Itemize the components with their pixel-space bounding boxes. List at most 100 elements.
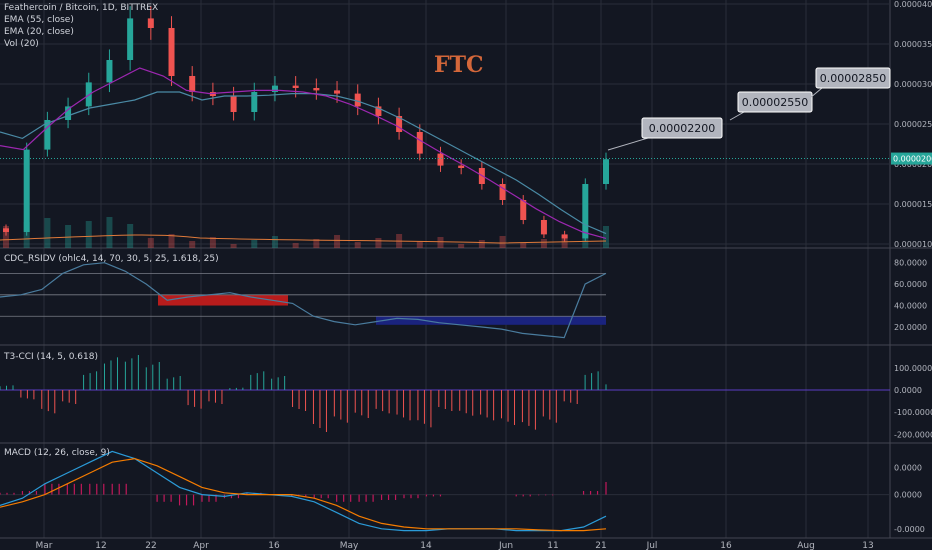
- rsi-y-tick-label: 80.0000: [894, 259, 927, 268]
- candle-body: [561, 234, 568, 239]
- callout-text: 0.00002550: [742, 96, 808, 109]
- volume-bar: [271, 236, 278, 248]
- volume-bar: [478, 240, 485, 248]
- y-tick-label: 0.00001500: [894, 200, 932, 209]
- volume-bar: [44, 218, 51, 248]
- candle-body: [168, 28, 175, 76]
- cci-y-tick-label: -100.0000: [894, 408, 932, 417]
- last-price-label: 0.00002068: [893, 155, 932, 164]
- volume-bar: [168, 234, 175, 248]
- legend-volume[interactable]: Vol (20): [4, 39, 39, 49]
- candle-body: [189, 76, 196, 92]
- macd-line: [0, 450, 607, 532]
- indicator-panels: [0, 262, 890, 532]
- volume-bar: [189, 241, 196, 248]
- x-tick-label: Mar: [36, 541, 53, 550]
- rsi-low-zone: [376, 316, 606, 325]
- volume-bar: [354, 242, 361, 248]
- callout-text: 0.00002200: [649, 122, 715, 135]
- candle-body: [354, 93, 361, 107]
- candle-body: [375, 106, 382, 116]
- volume-bar: [334, 235, 341, 248]
- volume-bar: [603, 226, 609, 248]
- rsi-y-tick-label: 40.0000: [894, 302, 927, 311]
- y-tick-label: 0.00003000: [894, 80, 932, 89]
- volume-bar: [106, 217, 113, 248]
- main-legend: Feathercoin / Bitcoin, 1D, BITTREX EMA (…: [4, 2, 158, 50]
- cci-panel-title[interactable]: T3-CCI (14, 5, 0.618): [4, 352, 98, 362]
- candle-body: [209, 92, 216, 96]
- candle-body: [127, 18, 134, 60]
- ema55-line: [0, 91, 607, 235]
- x-tick-label: Jun: [498, 541, 513, 550]
- signal-line: [0, 457, 607, 532]
- candle-body: [3, 228, 9, 232]
- cci-y-tick-label: 0.0000: [894, 386, 922, 395]
- ema-overlays: [0, 67, 890, 244]
- volume-bar: [3, 226, 9, 248]
- callout-pointer: [809, 87, 823, 99]
- x-tick-label: Apr: [193, 541, 209, 550]
- x-tick-label: Aug: [797, 541, 815, 550]
- volume-bar: [499, 236, 506, 248]
- x-tick-label: 16: [720, 541, 732, 550]
- candle-body: [313, 88, 320, 91]
- rsi-y-tick-label: 20.0000: [894, 323, 927, 332]
- volume-bar: [209, 237, 216, 248]
- x-tick-label: 13: [862, 541, 873, 550]
- y-tick-label: 0.00001000: [894, 240, 932, 249]
- legend-ema20[interactable]: EMA (20, close): [4, 27, 74, 37]
- cci-y-tick-label: 100.0000: [894, 364, 932, 373]
- x-tick-label: 21: [595, 541, 606, 550]
- callout-box: [737, 91, 813, 113]
- ftc-watermark: FTC: [434, 52, 484, 78]
- volume-bar: [251, 240, 258, 248]
- candle-body: [251, 92, 258, 112]
- volume-bar: [127, 224, 134, 248]
- volume-bar: [65, 225, 72, 248]
- price-axes: 0.00004000 0.00003500 0.00003000 0.00002500…: [891, 0, 932, 534]
- rsi-panel-title[interactable]: CDC_RSIDV (ohlc4, 14, 70, 30, 5, 25, 1.6…: [4, 254, 219, 264]
- candle-body: [603, 159, 609, 184]
- candle-body: [520, 200, 527, 220]
- macd-panel-title[interactable]: MACD (12, 26, close, 9): [4, 448, 110, 458]
- last-price-tag: [891, 152, 932, 165]
- callout-pointer: [729, 111, 745, 121]
- volume-bar: [313, 239, 320, 248]
- symbol-title[interactable]: Feathercoin / Bitcoin, 1D, BITTREX: [4, 3, 159, 13]
- x-tick-label: 22: [145, 541, 156, 550]
- candle-body: [334, 90, 341, 94]
- macd-y-tick-label: -0.0000: [894, 525, 925, 534]
- rsi-y-tick-label: 60.0000: [894, 280, 927, 289]
- x-tick-label: 16: [268, 541, 280, 550]
- volume-bar: [540, 239, 547, 248]
- ema20-line: [0, 67, 607, 239]
- volume-bar: [458, 244, 465, 248]
- x-tick-label: May: [340, 541, 359, 550]
- callout-pointer: [607, 137, 649, 151]
- volume-bar: [416, 241, 423, 248]
- volume-ma-line: [0, 234, 607, 244]
- y-tick-label: 0.00002500: [894, 120, 932, 129]
- cci-y-tick-label: -200.0000: [894, 430, 932, 439]
- candle-body: [292, 85, 299, 88]
- candle-body: [416, 132, 423, 154]
- volume-bar: [85, 221, 92, 248]
- rsi-high-zone: [158, 294, 288, 306]
- candle-body: [65, 106, 72, 120]
- rsi-line: [0, 262, 607, 339]
- candle-body: [396, 116, 403, 132]
- candle-body: [147, 18, 154, 28]
- y-tick-label: 0.00003500: [894, 40, 932, 49]
- candle-body: [437, 153, 444, 166]
- candle-body: [458, 165, 465, 168]
- candle-body: [44, 120, 51, 150]
- callout-box: [641, 117, 723, 139]
- x-tick-label: 11: [547, 541, 558, 550]
- volume-bar: [230, 244, 237, 248]
- volume-bars: [3, 217, 609, 248]
- legend-ema55[interactable]: EMA (55, close): [4, 15, 74, 25]
- candle-body: [23, 149, 30, 232]
